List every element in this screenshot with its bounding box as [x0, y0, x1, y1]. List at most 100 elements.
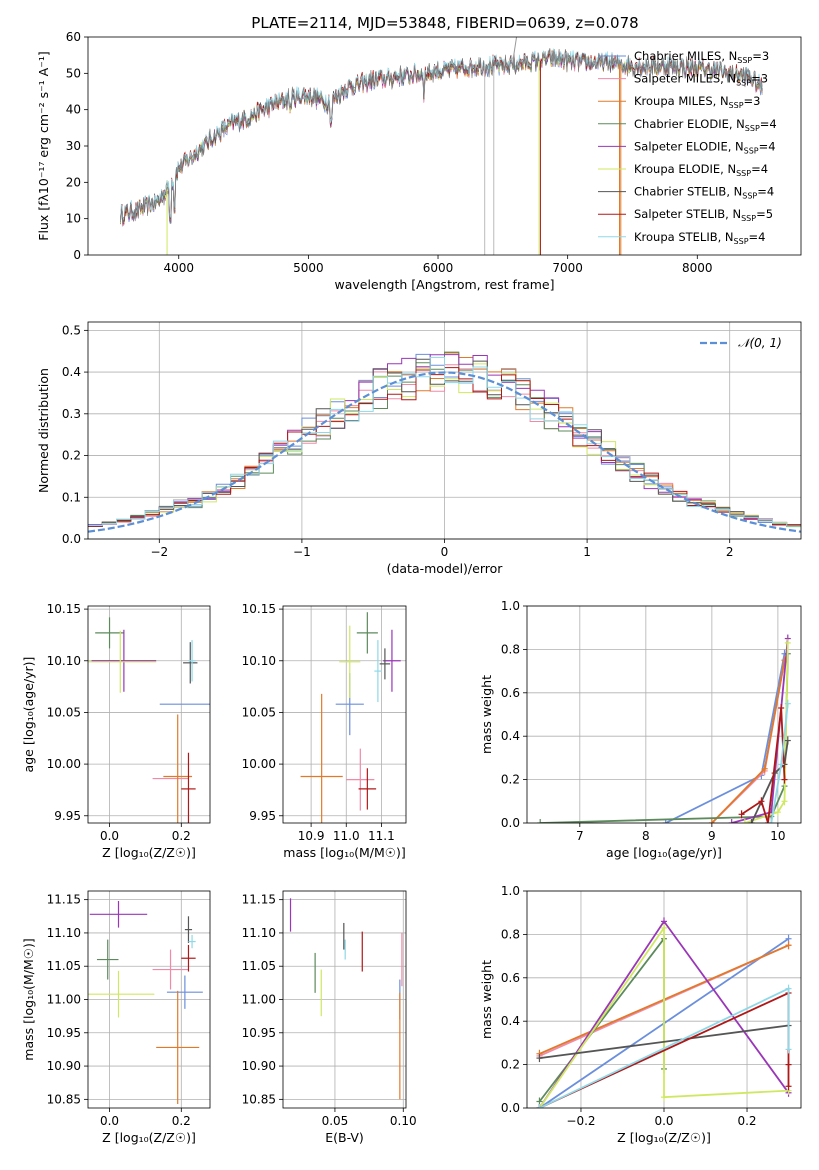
axes-frame [87, 605, 211, 824]
plot-area [88, 351, 801, 533]
y-tick-label: 0.0 [501, 1101, 520, 1115]
axes-frame [282, 605, 407, 824]
x-tick-label: 4000 [163, 261, 194, 275]
y-tick-label: 60 [66, 30, 81, 44]
weight-line-chabrier_elodie [540, 653, 789, 823]
weight-line-salpeter_stelib [741, 707, 786, 823]
weight-line-chabrier_stelib [539, 1024, 789, 1059]
x-axis-label: Z [log₁₀(Z/Z☉)] [102, 1130, 196, 1145]
legend-label-chabrier_elodie: Chabrier ELODIE, NSSP=4 [634, 117, 777, 133]
legend-label-kroupa_elodie: Kroupa ELODIE, NSSP=4 [634, 162, 768, 178]
point-kroupa_elodie [88, 970, 155, 1018]
y-tick-label: 0.0 [501, 816, 520, 830]
y-tick-label: 10.05 [242, 705, 276, 719]
y-tick-label: 0.4 [501, 729, 520, 743]
y-tick-label: 10.10 [242, 654, 276, 668]
legend-label-chabrier_miles: Chabrier MILES, NSSP=3 [634, 49, 769, 65]
x-axis-label: (data-model)/error [387, 561, 504, 576]
plot-area [537, 634, 791, 823]
axes-frame [526, 890, 802, 1109]
x-axis-label: Z [log₁₀(Z/Z☉)] [617, 1130, 711, 1145]
point-salpeter_miles [152, 949, 189, 990]
x-tick-label: −2 [150, 545, 168, 559]
axes-frame [87, 36, 802, 256]
weight-line-chabrier_elodie [538, 936, 665, 1103]
y-tick-label: 1.0 [501, 884, 520, 898]
y-tick-label: 10.05 [47, 705, 81, 719]
legend-label-salpeter_elodie: Salpeter ELODIE, NSSP=4 [634, 139, 776, 155]
plot-area [289, 898, 403, 1100]
y-tick-label: 0.2 [501, 773, 520, 787]
x-tick-label: 2 [726, 545, 734, 559]
y-tick-label: 10.85 [47, 1092, 81, 1106]
y-tick-label: 0.0 [62, 532, 81, 546]
y-tick-label: 0.3 [62, 407, 81, 421]
x-tick-label: 0.0 [654, 1114, 673, 1128]
point-chabrier_elodie [96, 939, 119, 980]
y-tick-label: 10 [66, 212, 81, 226]
histogram-kroupa_stelib [88, 356, 801, 527]
x-tick-label: 0.05 [322, 1114, 349, 1128]
panel-age_vs_z: 0.0 0.2 9.95 10.00 10.05 10.10 10.15 Z [log₁₀(Z… [21, 602, 211, 860]
plot-area [88, 900, 203, 1105]
x-tick-label: 7000 [552, 261, 583, 275]
y-tick-label: 9.95 [249, 809, 276, 823]
y-axis-label: Normed distribution [36, 368, 51, 493]
axes-frame [87, 321, 802, 540]
y-tick-label: 10.90 [242, 1059, 276, 1073]
point-chabrier_stelib [183, 642, 198, 684]
x-tick-label: 8000 [682, 261, 713, 275]
y-axis-label: age [log₁₀(age/yr)] [21, 657, 36, 773]
y-tick-label: 10.95 [242, 1026, 276, 1040]
x-axis-label: wavelength [Angstrom, rest frame] [334, 277, 554, 292]
y-axis-label: mass [log₁₀(M/M☉)] [21, 938, 36, 1060]
y-axis-label: mass weight [479, 675, 494, 754]
x-tick-label: −0.2 [566, 1114, 595, 1128]
x-tick-label: 0.0 [100, 829, 119, 843]
panel-mass_vs_ebv: 0.05 0.10 10.85 10.90 10.95 11.00 11.05 11.10 11… [242, 890, 417, 1145]
gaussian-legend-label: 𝒩(0, 1) [738, 336, 782, 350]
y-tick-label: 11.05 [242, 959, 276, 973]
x-axis-label: mass [log₁₀(M/M☉)] [283, 845, 405, 860]
x-tick-label: −1 [293, 545, 311, 559]
y-tick-label: 10.85 [242, 1092, 276, 1106]
point-chabrier_stelib [379, 648, 391, 680]
point-kroupa_elodie [339, 625, 361, 698]
weight-line-chabrier_miles [665, 653, 786, 823]
panel-mass_vs_z: 0.0 0.2 10.85 10.90 10.95 11.00 11.05 11.10 11.1… [21, 890, 211, 1145]
point-salpeter_miles [346, 748, 375, 811]
point-salpeter_elodie [91, 629, 157, 692]
y-tick-label: 1.0 [501, 599, 520, 613]
x-axis-label: Z [log₁₀(Z/Z☉)] [102, 845, 196, 860]
x-tick-label: 0.2 [172, 829, 191, 843]
y-tick-label: 10.15 [47, 602, 81, 616]
point-kroupa_stelib [374, 640, 382, 703]
x-tick-label: 6000 [423, 261, 454, 275]
spectrum-spike [512, 37, 518, 59]
point-kroupa_stelib [188, 934, 196, 949]
y-tick-label: 11.10 [242, 926, 276, 940]
legend-label-kroupa_stelib: Kroupa STELIB, NSSP=4 [634, 230, 765, 246]
axes-frame [87, 890, 211, 1109]
spectrum-legend: Chabrier MILES, NSSP=3 Salpeter MILES, NS… [598, 49, 777, 246]
panel-spectrum: 4000 5000 6000 7000 8000 0 10 20 30 40 50 60 wavelen… [36, 30, 802, 292]
x-tick-label: 0.0 [100, 1114, 119, 1128]
point-kroupa_miles [300, 693, 343, 823]
legend-label-salpeter_miles: Salpeter MILES, NSSP=3 [634, 72, 768, 88]
point-chabrier_elodie [356, 612, 378, 654]
y-tick-label: 0.1 [62, 490, 81, 504]
x-tick-label: 0.10 [390, 1114, 417, 1128]
point-chabrier_stelib [184, 916, 193, 943]
x-tick-label: 7 [576, 829, 584, 843]
figure-title: PLATE=2114, MJD=53848, FIBERID=0639, z=0… [251, 14, 638, 32]
y-axis-label: mass weight [479, 960, 494, 1039]
legend-label-chabrier_stelib: Chabrier STELIB, NSSP=4 [634, 185, 774, 201]
y-tick-label: 20 [66, 175, 81, 189]
x-tick-label: 0.2 [172, 1114, 191, 1128]
plot-area [300, 612, 401, 823]
y-tick-label: 11.00 [47, 993, 81, 1007]
point-chabrier_elodie [95, 617, 124, 649]
x-tick-label: 1 [583, 545, 591, 559]
y-tick-label: 10.00 [47, 757, 81, 771]
y-tick-label: 0.5 [62, 323, 81, 337]
